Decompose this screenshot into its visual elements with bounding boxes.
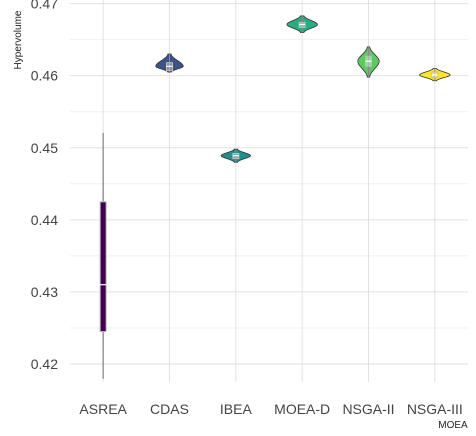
x-tick-label: IBEA: [220, 401, 253, 417]
y-tick-label: 0.43: [31, 284, 58, 300]
violin-asrea: [99, 132, 107, 379]
grid: [70, 0, 468, 382]
y-tick-label: 0.47: [31, 0, 58, 12]
y-tick-label: 0.44: [31, 212, 58, 228]
x-axis-title: MOEA: [438, 420, 468, 431]
violin-nsga-ii: [357, 46, 380, 78]
x-tick-label: NSGA-II: [342, 401, 394, 417]
y-tick-label: 0.45: [31, 140, 58, 156]
violin-moea-d: [286, 15, 318, 33]
x-tick-label: ASREA: [79, 401, 127, 417]
y-tick-label: 0.42: [31, 356, 58, 372]
violin-ibea: [220, 148, 251, 163]
y-axis-ticks: 0.42 0.43 0.44 0.45 0.46 0.47: [31, 0, 58, 372]
violin-nsga-iii: [419, 68, 451, 82]
violins: [99, 15, 451, 379]
x-tick-label: CDAS: [150, 401, 189, 417]
y-axis-title: Hypervolume: [13, 10, 24, 69]
x-tick-label: NSGA-III: [407, 401, 463, 417]
x-tick-label: MOEA-D: [274, 401, 330, 417]
x-axis-ticks: ASREA CDAS IBEA MOEA-D NSGA-II NSGA-III: [79, 401, 462, 417]
violin-cdas: [155, 53, 184, 73]
y-tick-label: 0.46: [31, 68, 58, 84]
iqr-box: [99, 201, 107, 333]
